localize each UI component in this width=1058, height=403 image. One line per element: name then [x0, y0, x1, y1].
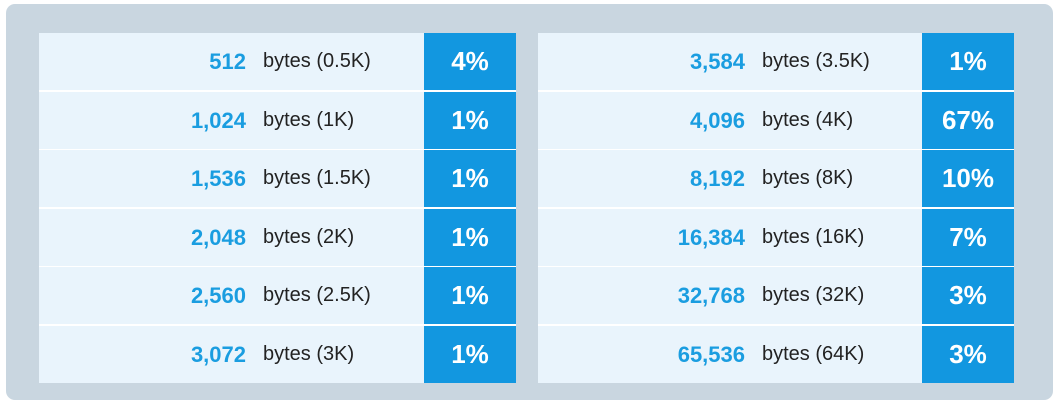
size-table-right: 3,584 bytes (3.5K) 1% 4,096 bytes (4K) 67% 8,1…	[538, 33, 1014, 383]
size-table-left: 512 bytes (0.5K) 4% 1,024 bytes (1K) 1% 1,536 b…	[39, 33, 516, 383]
percent-cell: 67%	[922, 92, 1014, 149]
percent-cell: 1%	[424, 326, 516, 383]
byte-count: 32,768	[677, 283, 745, 308]
size-label: bytes (2.5K)	[263, 284, 371, 306]
size-label: bytes (3K)	[263, 343, 355, 365]
percent-cell: 4%	[424, 33, 516, 90]
size-label: bytes (4K)	[762, 109, 854, 131]
size-label: bytes (16K)	[762, 226, 865, 248]
byte-count: 3,584	[689, 49, 745, 74]
size-label: bytes (64K)	[762, 343, 865, 365]
size-label: bytes (2K)	[263, 226, 355, 248]
size-label: bytes (1K)	[263, 109, 355, 131]
percent-cell: 1%	[922, 33, 1014, 90]
byte-count: 65,536	[677, 342, 745, 367]
percent-cell: 7%	[922, 209, 1014, 266]
byte-count: 16,384	[677, 225, 745, 250]
percent-cell: 3%	[922, 326, 1014, 383]
byte-count: 3,072	[190, 342, 246, 367]
byte-count: 2,048	[190, 225, 246, 250]
byte-count: 2,560	[190, 283, 246, 308]
table-row: 32,768 bytes (32K) 3%	[538, 267, 1014, 324]
percent-cell: 1%	[424, 92, 516, 149]
table-row: 2,048 bytes (2K) 1%	[39, 209, 516, 266]
table-row: 512 bytes (0.5K) 4%	[39, 33, 516, 90]
table-row: 1,024 bytes (1K) 1%	[39, 92, 516, 149]
table-row: 65,536 bytes (64K) 3%	[538, 326, 1014, 383]
table-row: 2,560 bytes (2.5K) 1%	[39, 267, 516, 324]
size-label: bytes (3.5K)	[762, 50, 870, 72]
table-row: 1,536 bytes (1.5K) 1%	[39, 150, 516, 207]
size-label: bytes (8K)	[762, 167, 854, 189]
percent-cell: 3%	[922, 267, 1014, 324]
size-label: bytes (1.5K)	[263, 167, 371, 189]
byte-count: 8,192	[689, 166, 745, 191]
percent-cell: 1%	[424, 267, 516, 324]
table-row: 3,584 bytes (3.5K) 1%	[538, 33, 1014, 90]
percent-cell: 1%	[424, 209, 516, 266]
percent-cell: 1%	[424, 150, 516, 207]
byte-count: 1,536	[190, 166, 246, 191]
table-row: 16,384 bytes (16K) 7%	[538, 209, 1014, 266]
table-frame: 512 bytes (0.5K) 4% 1,024 bytes (1K) 1% 1,536 b…	[6, 4, 1053, 400]
size-label: bytes (0.5K)	[263, 50, 371, 72]
byte-count: 4,096	[689, 108, 745, 133]
table-row: 3,072 bytes (3K) 1%	[39, 326, 516, 383]
byte-count: 1,024	[190, 108, 246, 133]
table-row: 4,096 bytes (4K) 67%	[538, 92, 1014, 149]
table-row: 8,192 bytes (8K) 10%	[538, 150, 1014, 207]
size-label: bytes (32K)	[762, 284, 865, 306]
byte-count: 512	[209, 49, 246, 74]
percent-cell: 10%	[922, 150, 1014, 207]
